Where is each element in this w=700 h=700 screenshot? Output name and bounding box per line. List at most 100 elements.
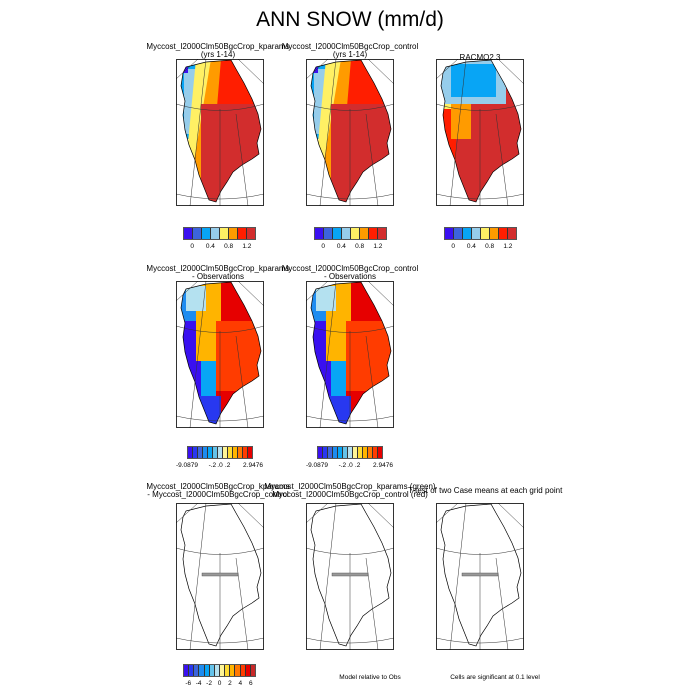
panel-title-line: Myccost_I2000Clm50BgcCrop_kparams [146,42,290,51]
coastline [310,503,392,647]
colorbar-swatch [211,228,220,239]
colorbar-swatch [204,665,210,676]
colorbar [183,227,256,240]
map-field-cell [181,60,188,73]
map-field-cell [196,396,221,424]
panel-title-line: Myccost_I2000Clm50BgcCrop_kparams [146,264,290,273]
colorbar-swatch [472,228,481,239]
panel-title: Myccost_I2000Clm50BgcCrop_control - Obser… [282,265,419,281]
colorbar-label: 0.8 [224,243,234,250]
colorbar-swatch [238,447,243,458]
colorbar-swatch [248,447,252,458]
label-bar [201,572,239,577]
colorbar-label: -6 [185,680,192,687]
colorbar-swatch [481,228,490,239]
graticule-line [176,281,199,302]
greenland-map [306,59,394,206]
graticule-line [189,281,207,428]
panel-title-line: - Observations [191,272,245,281]
colorbar-swatch [250,665,255,676]
colorbar-label: 0 [451,243,455,250]
colorbar-swatch [184,665,190,676]
colorbar-label: 6 [248,680,253,687]
graticule-line [367,281,394,307]
colorbar [187,446,253,459]
map-field-cell [346,321,391,391]
colorbar-swatch [184,228,193,239]
greenland-map [176,59,264,206]
colorbar-label: 2.9476 [243,462,263,469]
colorbar-swatch [214,665,220,676]
map-frame [176,59,264,206]
map-field-cell [316,286,336,311]
colorbar-label: 0 [321,243,325,250]
graticule-line [367,59,394,85]
panel-title: Myccost_I2000Clm50BgcCrop_kparams - Obser… [146,265,289,281]
colorbar-swatch [233,447,238,458]
graticule-line [306,59,329,80]
graticule-line [235,113,249,206]
colorbar-label: .0 [217,462,223,469]
colorbar [183,664,256,677]
colorbar-swatch [193,228,202,239]
graticule-line [497,59,524,85]
colorbar-swatch [353,447,358,458]
graticule-line [365,113,379,206]
graticule-line [237,59,264,85]
panel-title: Myccost_I2000Clm50BgcCrop_control (yrs 1-… [282,43,419,59]
colorbar-swatch [188,447,193,458]
colorbar-swatch [203,447,208,458]
colorbar-label: 0.4 [466,243,476,250]
graticule-line [319,59,337,206]
colorbar-swatch [199,665,205,676]
map-frame [176,503,264,650]
colorbar-swatch [228,447,233,458]
colorbar [444,227,517,240]
colorbar-swatch [208,447,213,458]
label-bar [461,572,499,577]
panel-title-line: - Myccost_I2000Clm50BgcCrop_control [147,490,289,499]
colorbar-label: 0 [217,680,222,687]
panel-title: RACMO2.3 [460,54,501,62]
colorbar-swatch [378,447,382,458]
colorbar-swatch [343,447,348,458]
colorbar-swatch [463,228,472,239]
note-model-relative: Model relative to Obs [339,674,401,681]
map-frame [436,59,524,206]
colorbar-label: -.2 [338,462,347,469]
coastline [180,59,262,203]
graticule-line [237,503,264,529]
graticule-line [319,503,337,650]
colorbar-swatch [238,228,247,239]
graticule-line [367,503,394,529]
panel-title: Myccost_I2000Clm50BgcCrop_kparams (green… [264,483,435,499]
colorbar-swatch [213,447,218,458]
panel-title-line: - Observations [323,272,377,281]
panel-title-line: RACMO2.3 [459,53,501,62]
colorbar-swatch [247,228,255,239]
graticule-line [306,503,329,524]
greenland-map [306,503,394,650]
colorbar-swatch [235,665,241,676]
map-field-cell [216,321,261,391]
map-frame [306,281,394,428]
panel-title-line: Myccost_I2000Clm50BgcCrop_kparams [146,482,290,491]
colorbar-swatch [378,228,386,239]
panel-title-line: (yrs 1-14) [200,50,236,59]
graticule-line [365,335,379,428]
graticule-line [189,503,207,650]
colorbar-swatch [218,447,223,458]
graticule-line [497,503,524,529]
colorbar-swatch [323,447,328,458]
graticule-line [436,503,459,524]
colorbar-swatch [351,228,360,239]
colorbar-swatch [219,665,226,676]
colorbar-swatch [373,447,378,458]
colorbar-swatch [240,665,246,676]
greenland-map [176,503,264,650]
panel-title: T-test of two Case means at each grid po… [408,487,562,495]
label-bar [331,572,369,577]
colorbar-swatch [333,228,342,239]
colorbar-label: -2 [206,680,212,687]
colorbar-label: .2 [224,462,231,469]
